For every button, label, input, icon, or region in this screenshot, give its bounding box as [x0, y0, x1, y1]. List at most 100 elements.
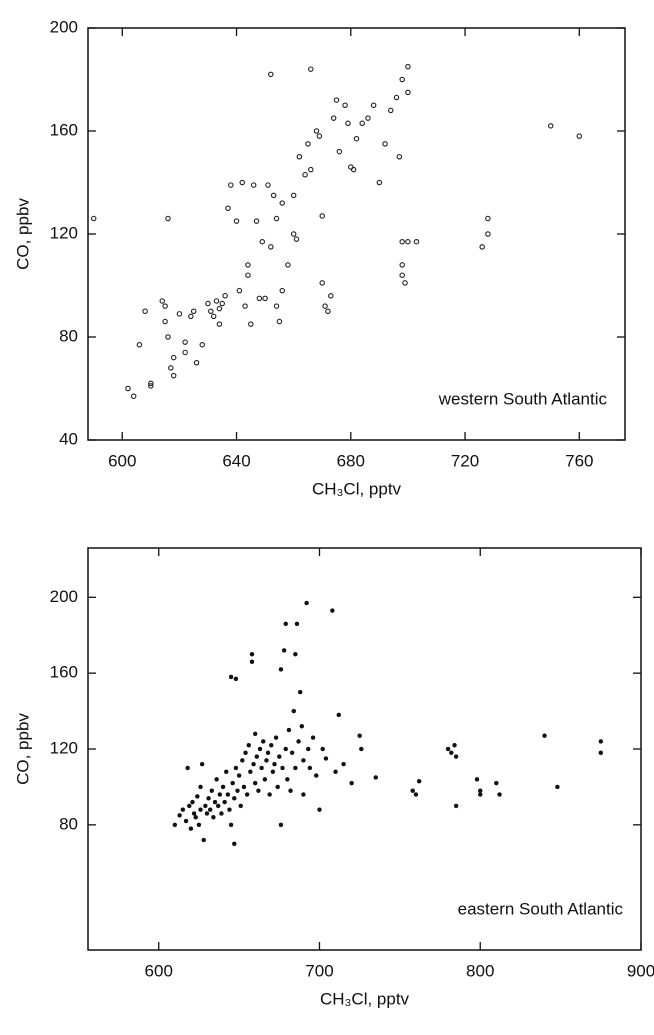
data-point	[405, 89, 411, 96]
data-point	[264, 758, 269, 763]
data-point	[165, 215, 171, 222]
data-point	[201, 837, 206, 843]
data-point	[416, 778, 422, 784]
data-point	[353, 135, 360, 142]
data-point	[290, 231, 297, 237]
data-point	[224, 769, 229, 775]
data-point	[265, 182, 271, 188]
y-tick-label: 120	[50, 223, 78, 242]
data-point	[220, 784, 226, 790]
data-point	[286, 727, 292, 733]
y-tick-label: 160	[50, 120, 78, 139]
data-point	[336, 712, 342, 718]
data-point	[199, 761, 205, 767]
data-point	[270, 769, 276, 775]
data-point	[249, 651, 255, 657]
data-point	[333, 769, 338, 775]
x-tick-label: 720	[451, 451, 479, 470]
data-point	[278, 667, 284, 672]
data-point	[278, 822, 284, 828]
plot-frame	[87, 547, 642, 951]
data-point	[245, 262, 251, 268]
data-point	[249, 659, 255, 665]
x-axis-label: CH₃Cl, pptv	[320, 989, 410, 1008]
y-tick-label: 120	[50, 738, 78, 757]
data-point	[405, 238, 411, 245]
data-point	[243, 750, 248, 756]
data-point	[477, 788, 483, 793]
data-point	[236, 773, 242, 778]
data-point	[230, 780, 235, 786]
data-point	[297, 689, 303, 695]
data-point	[193, 359, 200, 366]
data-point	[445, 746, 451, 752]
data-point	[228, 674, 234, 680]
data-point	[283, 621, 288, 627]
data-point	[285, 777, 290, 782]
data-point	[452, 742, 457, 748]
data-point	[359, 120, 365, 127]
data-point	[336, 148, 343, 155]
data-point	[272, 761, 277, 767]
data-point	[187, 803, 192, 809]
data-point	[251, 761, 256, 767]
data-point	[219, 811, 224, 816]
data-point	[289, 750, 295, 756]
data-point	[165, 334, 171, 340]
data-point	[268, 71, 274, 78]
annotation: western South Atlantic	[438, 389, 608, 408]
data-point	[396, 154, 403, 160]
data-point	[203, 803, 208, 809]
data-point	[302, 172, 308, 178]
data-point	[257, 746, 263, 752]
data-point	[214, 777, 219, 782]
data-point	[244, 792, 250, 797]
data-point	[494, 780, 499, 786]
data-point	[373, 775, 379, 780]
data-point	[213, 298, 220, 304]
data-point	[402, 280, 408, 286]
data-point	[320, 746, 325, 752]
data-point	[305, 746, 311, 752]
data-point	[280, 765, 285, 771]
data-point	[333, 97, 340, 103]
data-point	[349, 780, 354, 786]
data-point	[314, 773, 319, 778]
data-point	[290, 192, 297, 199]
data-point	[275, 784, 280, 790]
data-point	[198, 784, 203, 790]
data-point	[254, 754, 260, 759]
data-point	[241, 784, 247, 790]
data-point	[216, 321, 223, 327]
data-point	[168, 365, 174, 371]
annotation: eastern South Atlantic	[458, 899, 624, 918]
x-tick-label: 760	[565, 451, 593, 470]
data-point	[376, 179, 383, 186]
data-point	[313, 128, 320, 134]
data-point	[195, 794, 200, 799]
data-point	[291, 708, 297, 714]
data-point	[330, 608, 335, 613]
data-point	[328, 293, 334, 299]
data-point	[325, 308, 331, 314]
data-point	[276, 318, 283, 325]
data-point	[413, 792, 419, 797]
data-point	[225, 792, 231, 797]
x-tick-label: 700	[305, 961, 333, 980]
plot-frame	[87, 27, 626, 441]
data-point	[345, 120, 351, 127]
data-point	[370, 102, 377, 109]
data-point	[196, 822, 202, 828]
data-point	[216, 305, 223, 312]
data-point	[267, 792, 272, 797]
data-point	[256, 295, 263, 302]
data-point	[227, 807, 232, 812]
x-tick-label: 640	[222, 451, 250, 470]
data-point	[497, 792, 502, 797]
data-point	[190, 799, 195, 805]
x-tick-label: 800	[466, 961, 494, 980]
data-point	[256, 788, 261, 793]
x-tick-label: 900	[627, 961, 654, 980]
data-point	[191, 811, 197, 816]
data-point	[357, 733, 362, 738]
